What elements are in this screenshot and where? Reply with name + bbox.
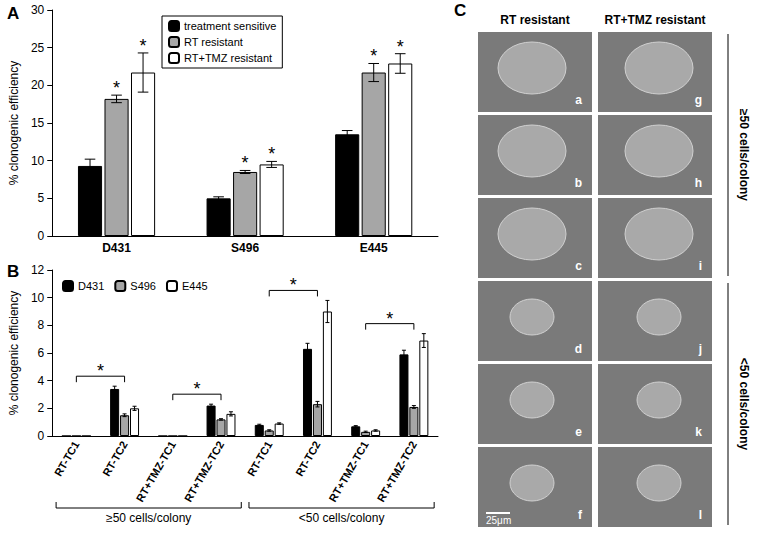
svg-text:RT+TMZ resistant: RT+TMZ resistant	[604, 13, 705, 27]
svg-text:RT-TC2: RT-TC2	[100, 439, 130, 478]
svg-text:*: *	[268, 144, 275, 164]
svg-text:25: 25	[31, 41, 45, 55]
svg-text:12: 12	[31, 263, 45, 277]
svg-text:*: *	[242, 153, 249, 173]
svg-text:RT+TMZ-TC1: RT+TMZ-TC1	[134, 439, 178, 504]
svg-text:RT+TMZ-TC1: RT+TMZ-TC1	[326, 439, 370, 504]
svg-text:h: h	[695, 176, 702, 190]
svg-text:D431: D431	[102, 241, 131, 255]
svg-text:*: *	[370, 46, 377, 66]
svg-text:RT-TC1: RT-TC1	[52, 439, 82, 478]
svg-text:treatment sensitive: treatment sensitive	[184, 20, 276, 32]
svg-text:0: 0	[38, 229, 45, 243]
svg-text:D431: D431	[78, 280, 104, 292]
svg-text:RT-TC1: RT-TC1	[245, 439, 275, 478]
svg-text:8: 8	[38, 318, 45, 332]
svg-text:E445: E445	[360, 241, 388, 255]
svg-text:*: *	[290, 275, 297, 295]
svg-text:a: a	[575, 93, 582, 107]
svg-text:RT+TMZ-TC2: RT+TMZ-TC2	[375, 439, 419, 504]
svg-text:e: e	[575, 425, 582, 439]
svg-text:A: A	[7, 4, 19, 23]
svg-text:k: k	[695, 425, 702, 439]
svg-text:RT+TMZ-TC2: RT+TMZ-TC2	[182, 439, 226, 504]
svg-text:RT-TC2: RT-TC2	[293, 439, 323, 478]
svg-text:2: 2	[38, 401, 45, 415]
svg-text:*: *	[97, 361, 104, 381]
svg-text:% clonogenic efficiency: % clonogenic efficiency	[7, 291, 21, 416]
svg-text:b: b	[575, 176, 582, 190]
svg-text:30: 30	[31, 3, 45, 17]
svg-text:S496: S496	[231, 241, 259, 255]
svg-text:10: 10	[31, 154, 45, 168]
svg-text:5: 5	[38, 191, 45, 205]
svg-text:*: *	[140, 36, 147, 56]
svg-text:E445: E445	[182, 280, 208, 292]
svg-text:j: j	[698, 342, 702, 356]
svg-text:*: *	[397, 37, 404, 57]
svg-text:≥50 cells/colony: ≥50 cells/colony	[737, 109, 751, 201]
svg-text:l: l	[699, 508, 702, 522]
svg-text:25μm: 25μm	[486, 515, 511, 526]
svg-text:0: 0	[38, 429, 45, 443]
svg-text:20: 20	[31, 78, 45, 92]
svg-text:C: C	[454, 1, 466, 20]
svg-text:10: 10	[31, 291, 45, 305]
svg-text:RT resistant: RT resistant	[500, 13, 569, 27]
svg-text:6: 6	[38, 346, 45, 360]
svg-text:15: 15	[31, 116, 45, 130]
svg-text:*: *	[193, 379, 200, 399]
svg-text:d: d	[575, 342, 582, 356]
svg-text:f: f	[578, 508, 583, 522]
svg-text:≥50 cells/colony: ≥50 cells/colony	[106, 511, 191, 525]
svg-text:g: g	[695, 93, 702, 107]
svg-text:c: c	[575, 259, 582, 273]
svg-text:% clonogenic efficiency: % clonogenic efficiency	[7, 61, 21, 186]
svg-text:RT+TMZ resistant: RT+TMZ resistant	[184, 52, 272, 64]
svg-text:4: 4	[38, 374, 45, 388]
svg-text:S496: S496	[130, 280, 156, 292]
svg-text:*: *	[113, 78, 120, 98]
svg-text:RT resistant: RT resistant	[184, 36, 243, 48]
svg-text:i: i	[699, 259, 702, 273]
svg-text:<50 cells/colony: <50 cells/colony	[299, 511, 385, 525]
svg-text:<50 cells/colony: <50 cells/colony	[737, 358, 751, 451]
svg-text:B: B	[7, 262, 19, 281]
svg-text:*: *	[386, 309, 393, 329]
